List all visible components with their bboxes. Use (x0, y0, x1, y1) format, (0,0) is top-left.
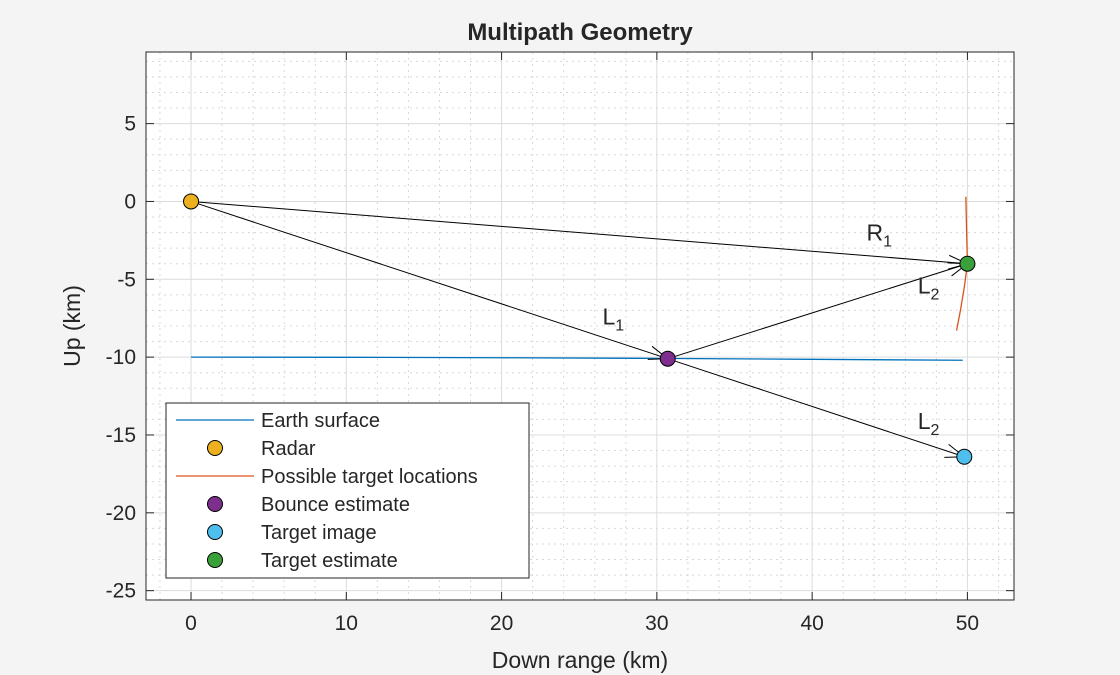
legend-entry-label: Possible target locations (261, 466, 478, 488)
arrow-line (190, 200, 668, 360)
y-tick-label: -25 (106, 580, 136, 603)
x-tick-label: 20 (490, 612, 513, 635)
y-tick-label: -10 (106, 346, 136, 369)
arrow-line (667, 358, 965, 458)
arrow-label-sub: 1 (615, 317, 624, 334)
x-axis-label: Down range (km) (492, 647, 668, 673)
arrow-label: R1 (866, 219, 892, 250)
marker-bounce-estimate (659, 350, 676, 367)
marker-radar (183, 193, 200, 210)
grid (146, 52, 1014, 600)
y-tick-label: 5 (124, 113, 136, 136)
legend-entry-label: Earth surface (261, 410, 380, 432)
y-tick-label: -20 (106, 502, 136, 525)
arrow-label-sub: 2 (931, 286, 940, 303)
y-axis-label: Up (km) (59, 285, 85, 367)
arrow-label-main: L (603, 303, 616, 329)
y-tick-label: 0 (124, 190, 136, 213)
marker-target-image (956, 448, 973, 465)
legend-entry-label: Target image (261, 522, 377, 544)
series-possible-target-locations (955, 196, 969, 331)
x-tick-label: 40 (800, 612, 823, 635)
arrow-line (190, 200, 968, 265)
x-tick-label: 10 (335, 612, 358, 635)
legend-entry-label: Radar (261, 438, 316, 460)
x-tick-label: 30 (645, 612, 668, 635)
arrow-label-sub: 2 (931, 422, 940, 439)
arrow-label-main: R (866, 219, 883, 245)
x-tick-label: 50 (956, 612, 979, 635)
legend-swatch-marker (207, 524, 223, 540)
marker-target-estimate (959, 255, 976, 272)
arrow-line (667, 263, 968, 360)
series-earth-surface (191, 356, 963, 361)
arrow-label: L2 (918, 272, 940, 303)
x-tick-label: 0 (185, 612, 197, 635)
legend-box (165, 402, 530, 579)
arrow-label: L2 (918, 408, 940, 439)
y-tick-label: -15 (106, 424, 136, 447)
legend-swatch-marker (207, 440, 223, 456)
arrow-label-sub: 1 (883, 233, 892, 250)
arrow-label-main: L (918, 272, 931, 298)
legend: Earth surface Radar Possible target locati… (165, 402, 530, 579)
legend-entry-label: Bounce estimate (261, 494, 410, 516)
y-tick-label: -5 (117, 268, 136, 291)
arrow-label: L1 (603, 303, 625, 334)
legend-swatch-marker (207, 496, 223, 512)
arrow-label-main: L (918, 408, 931, 434)
legend-swatch-marker (207, 552, 223, 568)
axes-box (145, 51, 1015, 601)
legend-entry-label: Target estimate (261, 550, 398, 572)
chart-title: Multipath Geometry (467, 19, 693, 46)
